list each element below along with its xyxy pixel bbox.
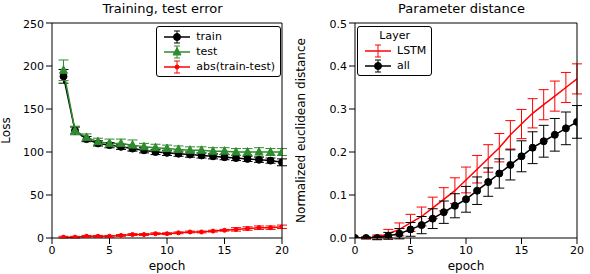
svg-text:0.1: 0.1 bbox=[330, 189, 348, 202]
svg-text:100: 100 bbox=[23, 146, 44, 159]
svg-text:20: 20 bbox=[570, 244, 582, 257]
svg-text:5: 5 bbox=[106, 244, 113, 257]
svg-text:Normalized euclidean distance: Normalized euclidean distance bbox=[295, 38, 308, 223]
html-text:LSTM: LSTM bbox=[397, 44, 427, 57]
svg-text:epoch: epoch bbox=[149, 259, 186, 273]
svg-text:50: 50 bbox=[30, 189, 44, 202]
svg-text:0: 0 bbox=[49, 244, 56, 257]
svg-text:5: 5 bbox=[407, 244, 414, 257]
svg-text:0.4: 0.4 bbox=[330, 60, 348, 73]
svg-text:250: 250 bbox=[23, 18, 44, 31]
html-text:Training, test error: Training, test error bbox=[102, 1, 223, 16]
svg-text:0.5: 0.5 bbox=[330, 18, 348, 31]
svg-text:200: 200 bbox=[23, 60, 44, 73]
svg-text:150: 150 bbox=[23, 103, 44, 116]
svg-text:15: 15 bbox=[515, 244, 529, 257]
html-text:test: test bbox=[196, 45, 218, 58]
html-text:all: all bbox=[397, 59, 410, 72]
svg-text:0: 0 bbox=[352, 244, 359, 257]
svg-text:10: 10 bbox=[459, 244, 473, 257]
html-text:abs(train-test): abs(train-test) bbox=[196, 60, 275, 73]
svg-text:20: 20 bbox=[275, 244, 289, 257]
svg-text:0.3: 0.3 bbox=[330, 103, 348, 116]
svg-text:10: 10 bbox=[160, 244, 174, 257]
svg-text:0: 0 bbox=[37, 232, 44, 245]
svg-text:Loss: Loss bbox=[8, 117, 13, 143]
html-text:Parameter distance: Parameter distance bbox=[398, 1, 525, 16]
svg-text:epoch: epoch bbox=[448, 259, 485, 273]
svg-text:0.2: 0.2 bbox=[330, 146, 348, 159]
svg-text:15: 15 bbox=[218, 244, 232, 257]
svg-text:0.0: 0.0 bbox=[330, 232, 348, 245]
html-text:Layer: Layer bbox=[379, 29, 410, 42]
html-text:train: train bbox=[196, 30, 222, 43]
